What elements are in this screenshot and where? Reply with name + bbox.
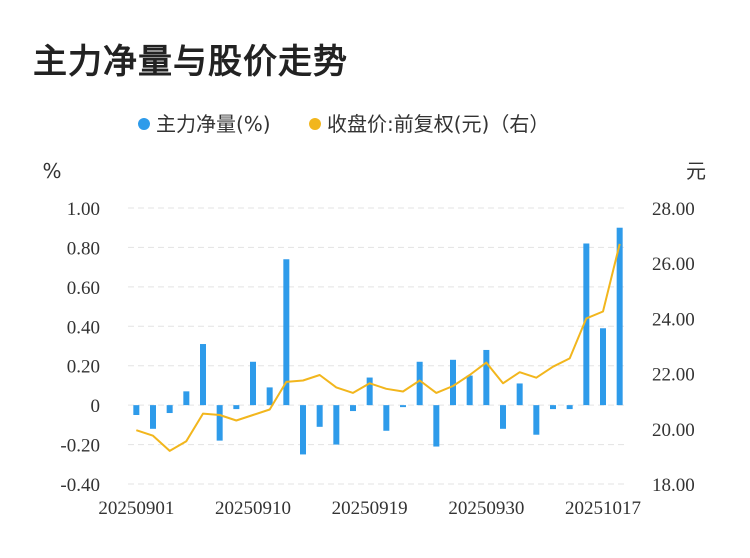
- left-tick-label: -0.40: [60, 475, 100, 496]
- right-tick-label: 28.00: [652, 199, 695, 220]
- bar: [166, 405, 173, 414]
- bar: [183, 391, 190, 406]
- bar: [483, 349, 490, 406]
- bar: [216, 405, 223, 441]
- left-tick-label: 0: [91, 396, 101, 417]
- bar: [400, 405, 406, 408]
- right-unit-label: 元: [686, 159, 706, 183]
- bar: [250, 361, 256, 406]
- bar: [500, 405, 506, 429]
- right-tick-label: 24.00: [652, 309, 695, 330]
- x-tick-label: 20250901: [98, 498, 174, 519]
- right-tick-label: 18.00: [652, 475, 695, 496]
- bar: [533, 405, 540, 435]
- left-tick-label: 0.20: [67, 357, 100, 378]
- bar: [550, 405, 556, 410]
- legend-label-line: 收盘价:前复权(元)（右）: [327, 112, 549, 136]
- legend-label-bar: 主力净量(%): [156, 112, 271, 136]
- legend-marker-line: [309, 118, 321, 130]
- bar: [150, 405, 156, 429]
- x-tick-label: 20251017: [565, 498, 641, 519]
- legend-marker-bar: [138, 118, 150, 130]
- bar: [616, 227, 623, 406]
- bar: [200, 344, 206, 406]
- bar: [416, 361, 423, 406]
- left-tick-label: 1.00: [67, 199, 100, 220]
- bar: [600, 328, 606, 406]
- price-line: [135, 243, 621, 452]
- bar: [350, 405, 356, 412]
- bar: [266, 387, 273, 406]
- bar: [300, 405, 306, 455]
- bar: [366, 377, 373, 406]
- right-tick-label: 22.00: [652, 365, 695, 386]
- bar: [433, 405, 440, 447]
- bar: [233, 405, 240, 410]
- left-tick-label: 0.60: [67, 278, 100, 299]
- left-tick-label: -0.20: [60, 436, 100, 457]
- x-tick-label: 20250919: [332, 498, 408, 519]
- left-tick-label: 0.40: [67, 317, 100, 338]
- bar: [316, 405, 323, 427]
- bar: [516, 383, 523, 406]
- chart-title: 主力净量与股价走势: [33, 42, 348, 82]
- bar: [450, 359, 456, 406]
- right-tick-label: 26.00: [652, 254, 695, 275]
- x-tick-label: 20250910: [215, 498, 291, 519]
- bar: [466, 375, 473, 406]
- bar: [133, 405, 140, 415]
- bar: [383, 405, 390, 431]
- bar: [283, 259, 290, 406]
- bar: [583, 243, 590, 406]
- bar: [566, 405, 573, 410]
- left-tick-label: 0.80: [67, 238, 100, 259]
- bar: [333, 405, 340, 445]
- left-unit-label: %: [42, 159, 61, 183]
- right-tick-label: 20.00: [652, 420, 695, 441]
- x-tick-label: 20250930: [448, 498, 524, 519]
